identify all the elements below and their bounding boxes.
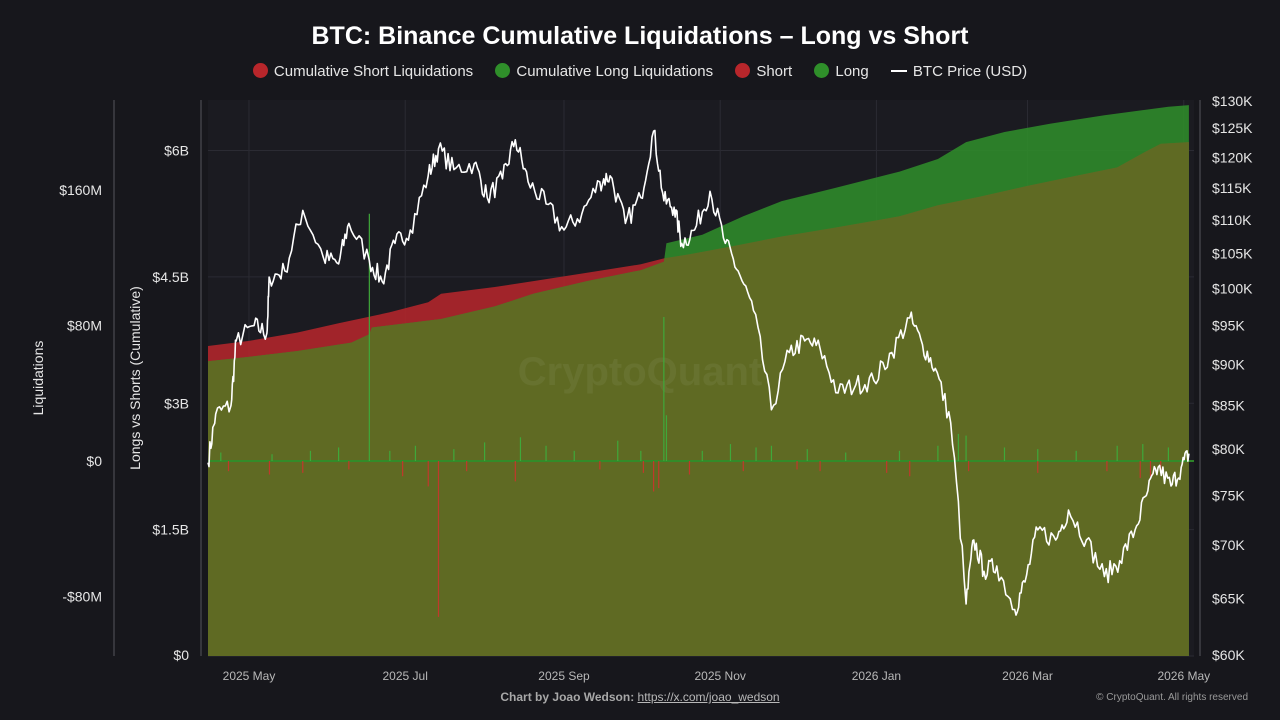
tick-label-price: $70K xyxy=(1212,537,1245,553)
tick-label-date: 2026 May xyxy=(1157,669,1210,683)
tick-label-price: $130K xyxy=(1212,93,1253,109)
legend-label: Cumulative Short Liquidations xyxy=(273,62,474,80)
tick-label-liquidations: $160M xyxy=(59,182,102,198)
tick-label-cumulative: $0 xyxy=(173,647,189,663)
tick-label-cumulative: $6B xyxy=(164,143,189,159)
axes: $160M $80M $0 -$80M Liquidations $6B $4.5B $3B $… xyxy=(30,93,1253,683)
credit-prefix: Chart by Joao Wedson: xyxy=(500,690,635,704)
tick-label-cumulative: $4.5B xyxy=(152,269,189,285)
price-line xyxy=(207,129,1190,616)
tick-label-liquidations: $0 xyxy=(86,453,102,469)
tick-label-date: 2025 Nov xyxy=(695,669,746,683)
copyright-notice: © CryptoQuant. All rights reserved xyxy=(1096,692,1248,703)
chart-credit: Chart by Joao Wedson: https://x.com/joao… xyxy=(0,690,1280,704)
legend-item-short[interactable]: Short xyxy=(735,62,793,80)
tick-label-cumulative: $1.5B xyxy=(152,522,189,538)
legend-dot-cumulative-short xyxy=(252,62,268,78)
tick-label-price: $65K xyxy=(1212,590,1245,606)
legend: Cumulative Short Liquidations Cumulative… xyxy=(0,62,1280,80)
legend-item-long[interactable]: Long xyxy=(814,62,869,80)
chart-title: BTC: Binance Cumulative Liquidations – L… xyxy=(311,22,969,50)
legend-dot-cumulative-long xyxy=(495,62,511,78)
tick-label-price: $105K xyxy=(1212,246,1253,262)
tick-label-date: 2026 Mar xyxy=(1002,669,1053,683)
legend-label: Long xyxy=(835,62,869,80)
tick-label-price: $125K xyxy=(1212,120,1253,136)
legend-label: Cumulative Long Liquidations xyxy=(516,62,714,80)
tick-label-date: 2025 Sep xyxy=(538,669,590,683)
credit-link[interactable]: https://x.com/joao_wedson xyxy=(637,690,780,704)
area-overlap xyxy=(208,142,1189,656)
tick-label-price: $100K xyxy=(1212,281,1253,297)
tick-label-date: 2026 Jan xyxy=(852,669,901,683)
legend-dot-short xyxy=(735,62,751,78)
tick-label-price: $60K xyxy=(1212,647,1245,663)
tick-label-price: $85K xyxy=(1212,398,1245,414)
legend-item-btc-price[interactable]: BTC Price (USD) xyxy=(890,62,1028,80)
legend-label: Short xyxy=(756,62,793,80)
tick-label-price: $120K xyxy=(1212,150,1253,166)
watermark: CryptoQuant xyxy=(518,350,762,394)
liquidation-bars xyxy=(208,213,1194,617)
legend-item-cumulative-long[interactable]: Cumulative Long Liquidations xyxy=(495,62,714,80)
tick-label-price: $95K xyxy=(1212,318,1245,334)
tick-label-date: 2025 May xyxy=(223,669,276,683)
tick-label-price: $90K xyxy=(1212,356,1245,372)
legend-item-cumulative-short[interactable]: Cumulative Short Liquidations xyxy=(252,62,474,80)
tick-label-price: $115K xyxy=(1212,180,1252,196)
tick-label-price: $75K xyxy=(1212,488,1245,504)
cumulative-areas: CryptoQuant xyxy=(208,105,1189,657)
btc-price-line xyxy=(207,129,1190,616)
legend-line-btc-price xyxy=(890,69,907,72)
tick-label-price: $80K xyxy=(1212,441,1245,457)
axis-label-liquidations: Liquidations xyxy=(30,341,46,416)
legend-label: BTC Price (USD) xyxy=(912,62,1028,80)
tick-label-liquidations: $80M xyxy=(67,318,102,334)
legend-dot-long xyxy=(814,62,830,78)
tick-label-liquidations: -$80M xyxy=(62,589,102,605)
tick-label-cumulative: $3B xyxy=(164,395,189,411)
axis-label-cumulative: Longs vs Shorts (Cumulative) xyxy=(127,286,143,470)
tick-label-price: $110K xyxy=(1212,212,1252,228)
tick-label-date: 2025 Jul xyxy=(383,669,428,683)
